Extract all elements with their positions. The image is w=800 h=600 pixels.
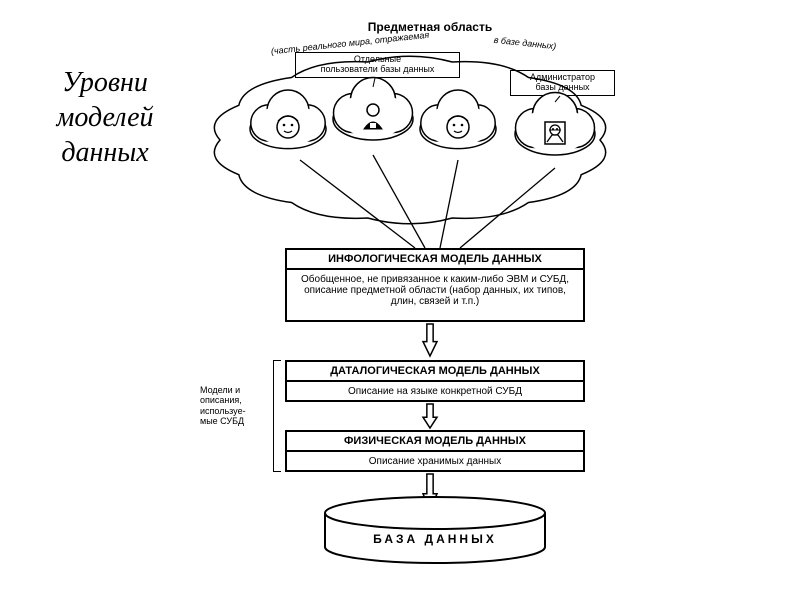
physical-title: ФИЗИЧЕСКАЯ МОДЕЛЬ ДАННЫХ	[287, 432, 583, 452]
side-label: Модели иописания,используе-мые СУБД	[200, 385, 270, 426]
admin-label-text: Администраторбазы данных	[530, 72, 595, 92]
cylinder-label-text: БАЗА ДАННЫХ	[373, 532, 497, 546]
arc-label-right: в базе данных)	[465, 32, 585, 54]
bracket	[273, 360, 281, 472]
physical-box: ФИЗИЧЕСКАЯ МОДЕЛЬ ДАННЫХ Описание храним…	[285, 430, 585, 472]
datalogical-body: Описание на языке конкретной СУБД	[287, 382, 583, 401]
infological-box: ИНФОЛОГИЧЕСКАЯ МОДЕЛЬ ДАННЫХ Обобщенное,…	[285, 248, 585, 322]
arc-label-right-text: в базе данных)	[493, 35, 556, 51]
side-label-text: Модели иописания,используе-мые СУБД	[200, 385, 246, 426]
datalogical-box: ДАТАЛОГИЧЕСКАЯ МОДЕЛЬ ДАННЫХ Описание на…	[285, 360, 585, 402]
users-label-text: Отдельныепользователи базы данных	[321, 54, 435, 74]
infological-body: Обобщенное, не привязанное к каким-либо …	[287, 270, 583, 311]
users-label: Отдельныепользователи базы данных	[295, 52, 460, 78]
datalogical-title: ДАТАЛОГИЧЕСКАЯ МОДЕЛЬ ДАННЫХ	[287, 362, 583, 382]
page-title: Уровнимоделейданных	[20, 65, 190, 170]
cylinder-label: БАЗА ДАННЫХ	[325, 532, 545, 546]
admin-label: Администраторбазы данных	[510, 70, 615, 96]
page-title-text: Уровнимоделейданных	[56, 67, 153, 168]
infological-title: ИНФОЛОГИЧЕСКАЯ МОДЕЛЬ ДАННЫХ	[287, 250, 583, 270]
physical-body: Описание хранимых данных	[287, 452, 583, 471]
